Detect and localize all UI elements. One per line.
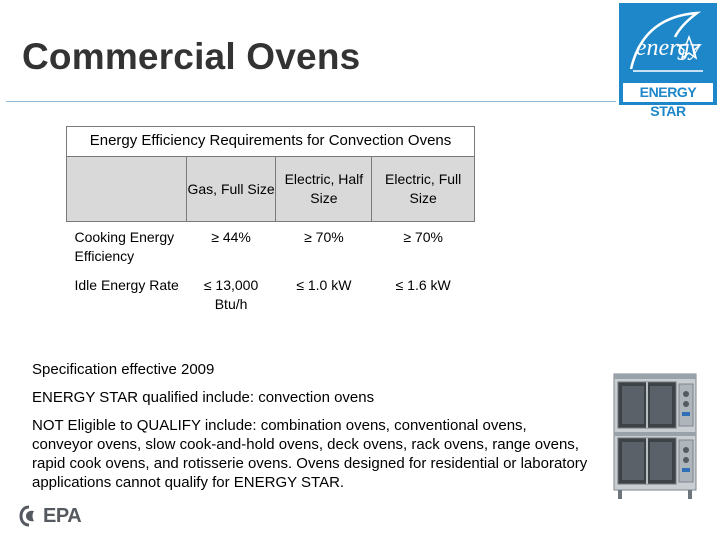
requirements-table: Energy Efficiency Requirements for Conve… xyxy=(66,126,475,318)
qualified-text: ENERGY STAR qualified include: convectio… xyxy=(32,389,375,406)
table-header-gas-full: Gas, Full Size xyxy=(185,156,277,222)
spec-effective-text: Specification effective 2009 xyxy=(32,361,215,378)
epa-logo-icon xyxy=(19,505,34,527)
table-cell: ≤ 13,000 Btu/h xyxy=(203,277,259,312)
energy-star-script-icon: energy xyxy=(629,11,703,72)
table-caption: Energy Efficiency Requirements for Conve… xyxy=(66,126,475,157)
energy-star-logo: energy ENERGY STAR xyxy=(619,3,717,119)
table-cell: ≤ 1.0 kW xyxy=(296,277,352,293)
energy-star-script: energy xyxy=(636,35,701,61)
table-row: Idle Energy Rate ≤ 13,000 Btu/h ≤ 1.0 kW… xyxy=(67,270,475,318)
table-cell: ≥ 70% xyxy=(304,229,344,245)
energy-star-label: ENERGY STAR xyxy=(639,84,697,119)
table-cell: ≥ 44% xyxy=(211,229,251,245)
table-header-electric-half: Electric, Half Size xyxy=(275,156,373,222)
table-header-blank xyxy=(66,156,187,222)
table-row: Cooking Energy Efficiency ≥ 44% ≥ 70% ≥ … xyxy=(67,222,475,271)
table-cell: ≥ 70% xyxy=(403,229,443,245)
table-cell: ≤ 1.6 kW xyxy=(395,277,451,293)
not-eligible-text: NOT Eligible to QUALIFY include: combina… xyxy=(32,417,588,491)
convection-oven-image xyxy=(613,373,697,499)
table-header-electric-full: Electric, Full Size xyxy=(371,156,475,222)
row-label: Idle Energy Rate xyxy=(74,277,179,293)
epa-logo-text: EPA xyxy=(43,504,82,527)
row-label: Cooking Energy Efficiency xyxy=(74,229,175,264)
epa-logo: EPA xyxy=(18,504,82,528)
title-divider xyxy=(6,101,616,102)
slide-title: Commercial Ovens xyxy=(22,36,361,77)
table-header-row: Gas, Full Size Electric, Half Size Elect… xyxy=(66,156,475,222)
